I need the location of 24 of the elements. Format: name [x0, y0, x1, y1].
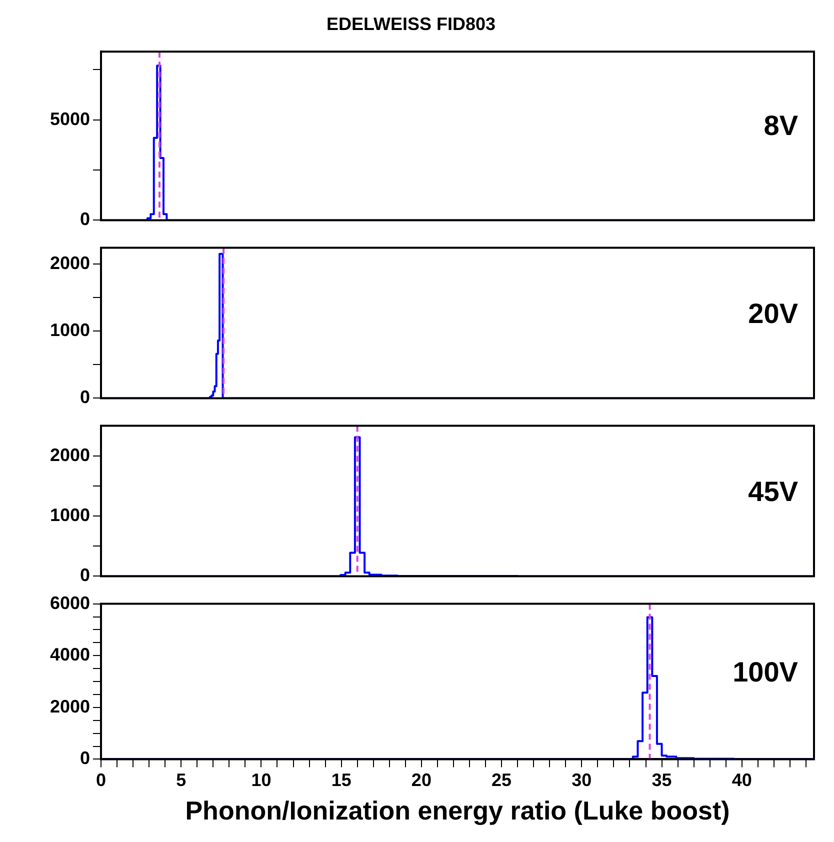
y-tick-label: 6000 — [50, 592, 90, 613]
y-tick-label: 0 — [80, 748, 90, 768]
y-tick-label: 0 — [80, 565, 90, 586]
x-tick-label: 20 — [411, 770, 432, 790]
x-tick-label: 40 — [732, 770, 752, 790]
x-tick-label: 25 — [492, 770, 512, 790]
x-axis-title: Phonon/Ionization energy ratio (Luke boost) — [185, 796, 730, 826]
x-tick-label: 0 — [96, 770, 106, 790]
y-tick-label: 2000 — [50, 696, 90, 716]
y-tick-label: 0 — [80, 209, 90, 230]
x-tick-label: 35 — [652, 770, 672, 790]
y-tick-label: 2000 — [50, 252, 90, 273]
y-tick-label: 4000 — [50, 644, 90, 665]
y-tick-label: 1000 — [50, 320, 90, 340]
x-tick-label: 15 — [331, 770, 352, 790]
x-tick-label: 30 — [572, 770, 592, 790]
x-tick-label: 5 — [176, 770, 186, 790]
y-tick-label: 0 — [80, 387, 90, 408]
y-tick-label: 1000 — [50, 505, 90, 526]
chart-title: EDELWEISS FID803 — [326, 14, 496, 34]
annotation: 100V — [732, 656, 798, 688]
y-tick-label: 2000 — [50, 444, 90, 465]
y-tick-label: 5000 — [50, 108, 90, 129]
x-tick-label: 10 — [251, 770, 272, 790]
